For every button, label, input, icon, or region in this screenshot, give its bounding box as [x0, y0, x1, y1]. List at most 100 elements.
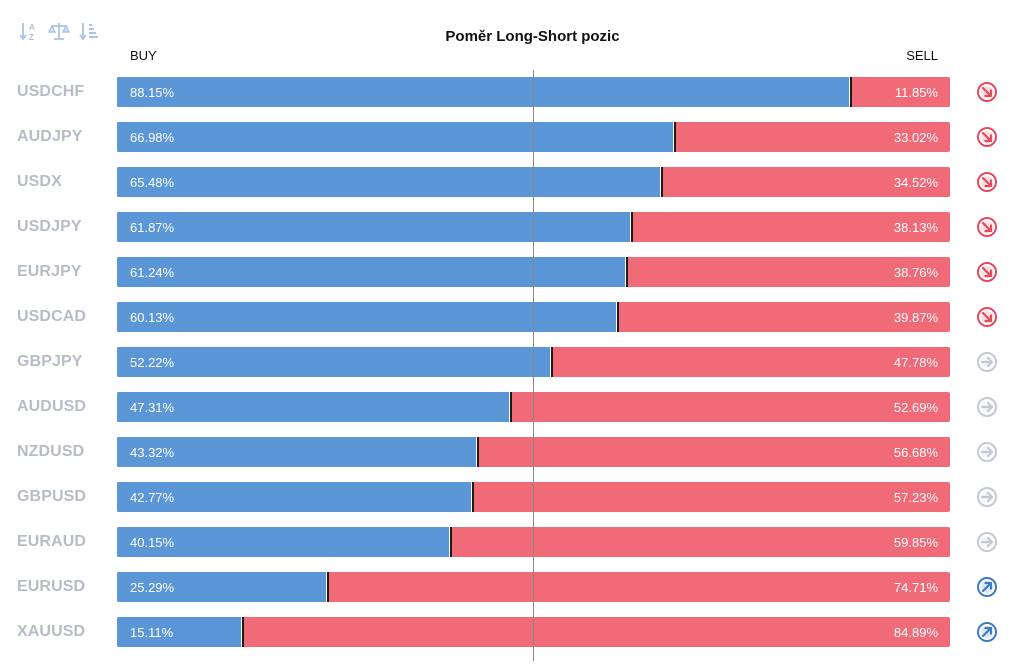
- buy-bar: [117, 527, 452, 557]
- sell-value-label: 47.78%: [893, 355, 938, 370]
- pair-row[interactable]: EURUSD 25.29% 74.71%: [0, 572, 1015, 602]
- pair-row[interactable]: USDCHF 88.15% 11.85%: [0, 77, 1015, 107]
- buy-bar: [117, 77, 852, 107]
- sell-value-label: 38.13%: [893, 220, 938, 235]
- pair-label: USDX: [17, 173, 62, 190]
- signal-down-icon[interactable]: [976, 171, 998, 193]
- pair-label: EURAUD: [17, 533, 87, 550]
- pair-row[interactable]: EURAUD 40.15% 59.85%: [0, 527, 1015, 557]
- buy-value-label: 15.11%: [130, 625, 174, 640]
- buy-value-label: 61.87%: [130, 220, 175, 235]
- signal-up-icon[interactable]: [976, 621, 998, 643]
- pair-label: USDCAD: [17, 308, 87, 325]
- signal-neutral-icon[interactable]: [976, 396, 998, 418]
- sell-value-label: 33.02%: [893, 130, 938, 145]
- pair-label: XAUUSD: [17, 623, 86, 640]
- pair-label: EURJPY: [17, 263, 82, 280]
- signal-neutral-icon[interactable]: [976, 441, 998, 463]
- sell-value-label: 34.52%: [893, 175, 938, 190]
- sell-value-label: 57.23%: [893, 490, 938, 505]
- pair-row[interactable]: GBPUSD 42.77% 57.23%: [0, 482, 1015, 512]
- sell-header: SELL: [906, 48, 938, 63]
- bar-divider: [660, 167, 664, 197]
- buy-bar: [117, 392, 512, 422]
- signal-down-icon[interactable]: [976, 306, 998, 328]
- bar-divider: [630, 212, 634, 242]
- bar-divider: [325, 572, 329, 602]
- signal-down-icon[interactable]: [976, 216, 998, 238]
- signal-neutral-icon[interactable]: [976, 351, 998, 373]
- pair-row[interactable]: XAUUSD 15.11% 84.89%: [0, 617, 1015, 647]
- bar-divider: [672, 122, 676, 152]
- buy-value-label: 61.24%: [130, 265, 175, 280]
- buy-value-label: 66.98%: [130, 130, 175, 145]
- buy-bar: [117, 437, 478, 467]
- sell-value-label: 59.85%: [893, 535, 938, 550]
- sell-value-label: 39.87%: [893, 310, 938, 325]
- bar-divider: [615, 302, 619, 332]
- sort-alphabetical-icon[interactable]: A Z: [18, 20, 40, 42]
- pair-row[interactable]: AUDUSD 47.31% 52.69%: [0, 392, 1015, 422]
- buy-bar: [117, 482, 474, 512]
- buy-bar: [117, 212, 633, 242]
- toolbar: A Z: [18, 20, 100, 42]
- buy-bar: [117, 257, 628, 287]
- buy-value-label: 47.31%: [130, 400, 175, 415]
- fifty-percent-line: [533, 70, 534, 661]
- bar-divider: [449, 527, 453, 557]
- buy-value-label: 88.15%: [130, 85, 175, 100]
- pair-row[interactable]: AUDJPY 66.98% 33.02%: [0, 122, 1015, 152]
- pair-label: AUDUSD: [17, 398, 87, 415]
- svg-text:A: A: [29, 23, 35, 32]
- signal-down-icon[interactable]: [976, 81, 998, 103]
- pair-label: NZDUSD: [17, 443, 85, 460]
- bar-divider: [240, 617, 244, 647]
- pair-row[interactable]: GBPJPY 52.22% 47.78%: [0, 347, 1015, 377]
- sell-value-label: 74.71%: [893, 580, 938, 595]
- sell-value-label: 38.76%: [893, 265, 938, 280]
- bar-divider: [471, 482, 475, 512]
- pair-label: AUDJPY: [17, 128, 83, 145]
- bar-divider: [549, 347, 553, 377]
- buy-bar: [117, 572, 328, 602]
- pair-label: EURUSD: [17, 578, 86, 595]
- buy-bar: [117, 167, 663, 197]
- sell-value-label: 56.68%: [893, 445, 938, 460]
- buy-value-label: 25.29%: [130, 580, 175, 595]
- buy-bar: [117, 122, 675, 152]
- buy-value-label: 65.48%: [130, 175, 175, 190]
- pair-label: GBPUSD: [17, 488, 87, 505]
- pair-label: GBPJPY: [17, 353, 83, 370]
- signal-neutral-icon[interactable]: [976, 486, 998, 508]
- sell-value-label: 11.85%: [894, 85, 938, 100]
- pair-label: USDCHF: [17, 83, 85, 100]
- chart-title: Poměr Long-Short pozic: [445, 28, 620, 45]
- buy-value-label: 43.32%: [130, 445, 175, 460]
- bar-divider: [849, 77, 853, 107]
- pair-label: USDJPY: [17, 218, 82, 235]
- svg-text:Z: Z: [29, 33, 34, 42]
- sell-value-label: 52.69%: [893, 400, 938, 415]
- pair-row[interactable]: USDCAD 60.13% 39.87%: [0, 302, 1015, 332]
- bar-divider: [475, 437, 479, 467]
- buy-bar: [117, 617, 243, 647]
- buy-value-label: 42.77%: [130, 490, 175, 505]
- bar-divider: [625, 257, 629, 287]
- pair-row[interactable]: USDJPY 61.87% 38.13%: [0, 212, 1015, 242]
- signal-up-icon[interactable]: [976, 576, 998, 598]
- sort-descending-icon[interactable]: [78, 20, 100, 42]
- buy-header: BUY: [130, 48, 157, 63]
- signal-down-icon[interactable]: [976, 261, 998, 283]
- pair-row[interactable]: USDX 65.48% 34.52%: [0, 167, 1015, 197]
- balance-scale-icon[interactable]: [48, 20, 70, 42]
- buy-value-label: 60.13%: [130, 310, 175, 325]
- signal-down-icon[interactable]: [976, 126, 998, 148]
- pair-row[interactable]: EURJPY 61.24% 38.76%: [0, 257, 1015, 287]
- buy-value-label: 40.15%: [130, 535, 175, 550]
- buy-bar: [117, 347, 552, 377]
- buy-bar: [117, 302, 618, 332]
- signal-neutral-icon[interactable]: [976, 531, 998, 553]
- bar-divider: [509, 392, 513, 422]
- pair-row[interactable]: NZDUSD 43.32% 56.68%: [0, 437, 1015, 467]
